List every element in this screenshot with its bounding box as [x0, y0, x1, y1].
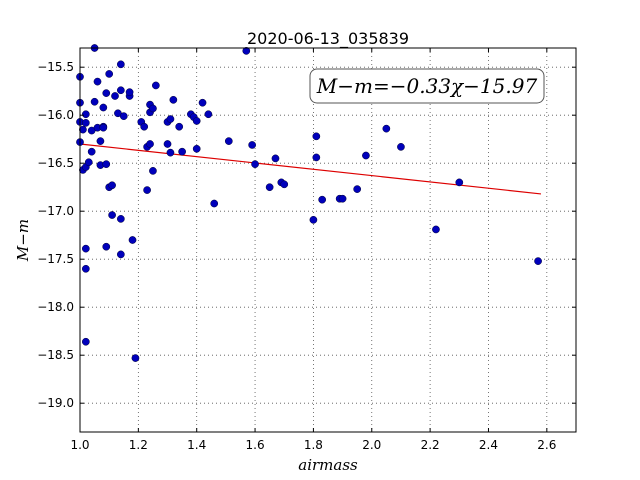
axes [79, 47, 577, 433]
y-tick-label: −16.5 [37, 156, 74, 170]
data-point [108, 181, 116, 190]
data-point [96, 137, 105, 145]
y-tick-label: −17.0 [37, 204, 74, 218]
data-point [116, 250, 125, 259]
grid [79, 48, 576, 432]
y-tick-label: −16.0 [37, 108, 74, 122]
x-tick-label: 1.6 [246, 438, 265, 452]
data-point [166, 115, 175, 123]
data-point [178, 147, 186, 156]
data-point [224, 137, 233, 145]
data-point [149, 167, 157, 175]
data-point [353, 185, 362, 193]
data-point [84, 158, 93, 167]
y-axis-label: M−m [14, 219, 32, 262]
x-tick-label: 2.4 [479, 438, 498, 452]
fit-layer [79, 143, 542, 195]
y-tick-label: −18.0 [37, 300, 74, 314]
ticks: 1.0 1.2 1.4 1.6 1.8 2.0 2.2 2.4 2.6 −15.5 −16.0 −16… [37, 48, 576, 452]
data-point [125, 88, 134, 97]
data-point [455, 178, 464, 187]
data-point [93, 77, 102, 86]
data-point [192, 117, 201, 125]
x-axis-label: airmass [298, 456, 358, 474]
data-point [242, 47, 251, 55]
data-point [143, 186, 151, 194]
data-point [210, 199, 219, 208]
data-point [166, 148, 175, 157]
data-point [116, 60, 125, 69]
chart-title: 2020-06-13_035839 [247, 29, 409, 49]
fit-line [79, 143, 542, 195]
x-tick-label: 2.2 [421, 438, 440, 452]
data-point [81, 337, 90, 346]
data-point [163, 140, 172, 148]
annotation-frame [309, 68, 545, 104]
data-point [149, 104, 157, 113]
data-point [102, 160, 111, 169]
data-point [338, 194, 347, 203]
plot-frame [79, 47, 577, 433]
data-point [169, 95, 178, 104]
y-tick-label: −17.5 [37, 252, 74, 266]
y-tick-label: −18.5 [37, 348, 74, 362]
data-point [87, 147, 96, 156]
data-point [309, 215, 318, 224]
data-points [76, 44, 542, 362]
data-point [312, 132, 321, 141]
data-point [119, 112, 128, 121]
data-point [146, 140, 154, 148]
data-point [81, 244, 90, 253]
data-point [140, 122, 149, 131]
data-point [362, 151, 370, 160]
data-point [99, 123, 108, 132]
y-tick-label: −15.5 [37, 60, 74, 74]
data-point [105, 70, 114, 78]
x-tick-label: 1.8 [304, 438, 323, 452]
data-point [312, 153, 321, 162]
data-point [81, 264, 90, 273]
data-point [81, 110, 90, 119]
data-point [265, 183, 274, 192]
x-tick-label: 1.0 [70, 438, 89, 452]
x-tick-label: 1.4 [187, 438, 206, 452]
data-point [81, 119, 90, 127]
data-point [116, 86, 125, 95]
fit-equation: M−m=−0.33χ−15.97 [316, 74, 538, 98]
data-point [128, 236, 137, 244]
x-tick-label: 2.6 [537, 438, 556, 452]
data-point [318, 195, 327, 204]
annotation-box: M−m=−0.33χ−15.97 [309, 68, 545, 104]
data-point [108, 211, 116, 219]
x-tick-label: 1.2 [129, 438, 148, 452]
data-point [175, 122, 184, 131]
data-point [102, 89, 111, 97]
data-point [280, 180, 289, 189]
x-tick-label: 2.0 [362, 438, 381, 452]
data-point [271, 154, 280, 163]
data-point [432, 225, 440, 234]
data-point [248, 141, 256, 149]
data-point [397, 143, 405, 151]
data-point [152, 81, 160, 90]
y-tick-label: −19.0 [37, 396, 74, 410]
data-point [382, 124, 391, 133]
data-point [99, 103, 108, 112]
data-point [204, 110, 213, 119]
data-point [111, 92, 119, 100]
data-point [90, 97, 99, 106]
data-point [79, 125, 87, 134]
data-point [102, 242, 111, 251]
data-point [116, 215, 125, 223]
data-point [251, 160, 259, 169]
data-point [198, 98, 207, 107]
data-point [131, 354, 140, 362]
data-point [534, 257, 542, 265]
data-point [192, 144, 201, 153]
